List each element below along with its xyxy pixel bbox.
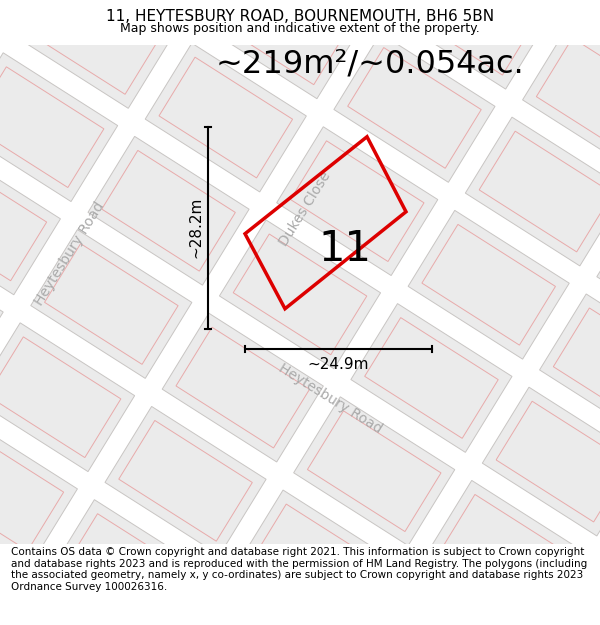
- Polygon shape: [408, 211, 569, 359]
- Polygon shape: [0, 0, 43, 25]
- Text: Heytesbury Road: Heytesbury Road: [32, 199, 107, 308]
- Text: ~28.2m: ~28.2m: [188, 197, 203, 258]
- Polygon shape: [523, 24, 600, 172]
- Polygon shape: [466, 117, 600, 266]
- Text: 11: 11: [319, 228, 371, 270]
- Polygon shape: [334, 34, 495, 182]
- Polygon shape: [31, 229, 192, 378]
- Polygon shape: [351, 304, 512, 452]
- Polygon shape: [202, 0, 364, 99]
- Text: Heytesbury Road: Heytesbury Road: [276, 361, 384, 436]
- Polygon shape: [14, 0, 175, 108]
- Polygon shape: [293, 397, 455, 546]
- Text: 11, HEYTESBURY ROAD, BOURNEMOUTH, BH6 5BN: 11, HEYTESBURY ROAD, BOURNEMOUTH, BH6 5B…: [106, 9, 494, 24]
- Text: ~219m²/~0.054ac.: ~219m²/~0.054ac.: [215, 48, 524, 79]
- Polygon shape: [220, 220, 380, 369]
- Polygon shape: [48, 499, 209, 625]
- Polygon shape: [0, 52, 118, 201]
- Polygon shape: [277, 127, 438, 276]
- Polygon shape: [368, 574, 529, 625]
- Polygon shape: [71, 0, 232, 15]
- Polygon shape: [425, 481, 586, 625]
- Polygon shape: [179, 583, 340, 625]
- Polygon shape: [162, 313, 323, 462]
- Polygon shape: [482, 388, 600, 536]
- Text: Map shows position and indicative extent of the property.: Map shows position and indicative extent…: [120, 22, 480, 35]
- Polygon shape: [105, 406, 266, 555]
- Text: Dukes Close: Dukes Close: [277, 169, 334, 249]
- Polygon shape: [557, 564, 600, 625]
- Polygon shape: [391, 0, 552, 89]
- Polygon shape: [539, 294, 600, 442]
- Text: ~24.9m: ~24.9m: [308, 357, 369, 372]
- Polygon shape: [0, 239, 3, 388]
- Polygon shape: [88, 136, 249, 285]
- Text: Contains OS data © Crown copyright and database right 2021. This information is : Contains OS data © Crown copyright and d…: [11, 547, 587, 592]
- Polygon shape: [580, 0, 600, 79]
- Polygon shape: [0, 146, 61, 295]
- Polygon shape: [597, 201, 600, 349]
- Polygon shape: [260, 0, 421, 6]
- Polygon shape: [145, 43, 307, 192]
- Polygon shape: [236, 490, 398, 625]
- Polygon shape: [0, 323, 134, 472]
- Polygon shape: [0, 416, 77, 565]
